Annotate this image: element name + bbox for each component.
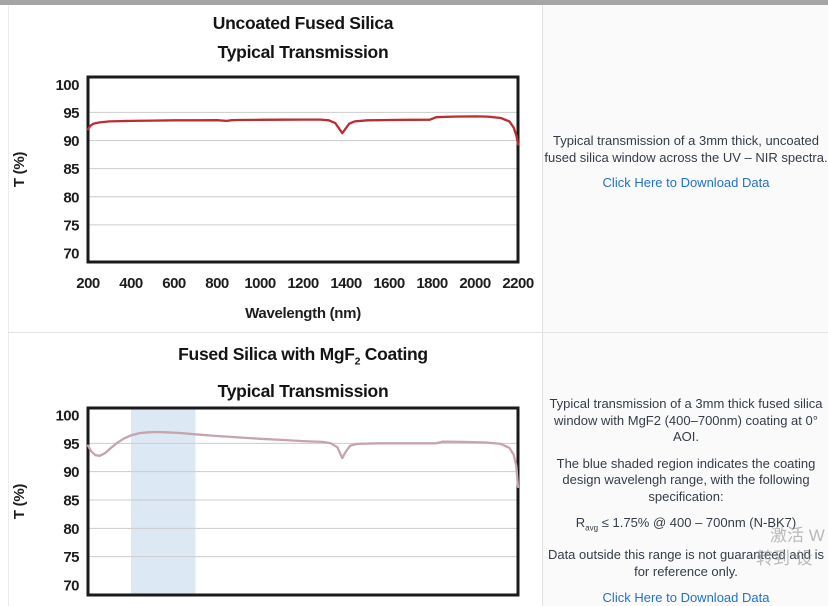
disclaimer-text: Data outside this range is not guarantee… [547, 547, 825, 579]
column-divider [542, 5, 543, 606]
download-data-link[interactable]: Click Here to Download Data [602, 590, 770, 606]
svg-text:80: 80 [63, 189, 79, 206]
shaded-region-text: The blue shaded region indicates the coa… [556, 455, 816, 504]
svg-text:95: 95 [63, 436, 79, 453]
svg-text:1800: 1800 [416, 275, 448, 292]
svg-text:T (%): T (%) [11, 152, 28, 187]
description-text: Typical transmission of a 3mm thick fuse… [549, 396, 823, 444]
left-table-border [8, 5, 9, 606]
svg-text:1200: 1200 [287, 275, 319, 292]
svg-text:1400: 1400 [330, 275, 362, 292]
uncoated-description-panel: Typical transmission of a 3mm thick, unc… [544, 133, 828, 192]
svg-text:90: 90 [63, 133, 79, 150]
row-divider [8, 332, 828, 333]
description-text: Typical transmission of a 3mm thick, unc… [544, 133, 828, 165]
watermark-line1: 激活 W [770, 526, 825, 545]
svg-text:70: 70 [63, 246, 79, 263]
svg-text:75: 75 [63, 549, 79, 566]
svg-text:1600: 1600 [373, 275, 405, 292]
svg-text:100: 100 [55, 77, 79, 94]
chart-title-line1: Uncoated Fused Silica [212, 13, 394, 33]
watermark-line2: 转到“设 [756, 549, 813, 568]
svg-text:2200: 2200 [502, 275, 534, 292]
svg-text:2000: 2000 [459, 275, 491, 292]
svg-text:70: 70 [63, 578, 79, 595]
uncoated-chart-title: Uncoated Fused Silica Typical Transmissi… [70, 9, 536, 67]
windows-activation-watermark: 激活 W 转到“设 [756, 524, 825, 570]
svg-text:75: 75 [63, 217, 79, 234]
coating-spec-text: Ravg ≤ 1.75% @ 400 – 700nm (N-BK7) [575, 515, 797, 533]
mgf2-chart-title: Fused Silica with MgF2 Coating Typical T… [70, 340, 536, 406]
top-gray-bar [0, 0, 828, 5]
description-column-background [543, 5, 828, 606]
svg-text:T (%): T (%) [11, 484, 28, 519]
svg-text:800: 800 [205, 275, 229, 292]
svg-text:80: 80 [63, 521, 79, 538]
svg-text:Wavelength (nm): Wavelength (nm) [245, 305, 361, 322]
svg-text:600: 600 [162, 275, 186, 292]
chart-title-line2: Typical Transmission [217, 380, 389, 401]
svg-text:85: 85 [63, 493, 79, 510]
mgf2-description-panel: Typical transmission of a 3mm thick fuse… [544, 396, 828, 606]
svg-text:1000: 1000 [244, 275, 276, 292]
svg-text:100: 100 [55, 408, 79, 425]
svg-text:200: 200 [76, 275, 100, 292]
svg-text:400: 400 [119, 275, 143, 292]
download-data-link[interactable]: Click Here to Download Data [602, 175, 770, 190]
uncoated-transmission-plot: 100 95 90 85 80 75 70 200 400 600 800 1000 1200 1400 1… [11, 75, 534, 322]
svg-text:90: 90 [63, 464, 79, 481]
svg-text:95: 95 [63, 105, 79, 122]
mgf2-transmission-plot: 100 95 90 85 80 75 70 T (%) [11, 406, 520, 597]
chart-title-line2: Typical Transmission [217, 42, 389, 62]
chart-title-line1: Fused Silica with MgF2 Coating [178, 344, 428, 368]
svg-text:85: 85 [63, 161, 79, 178]
